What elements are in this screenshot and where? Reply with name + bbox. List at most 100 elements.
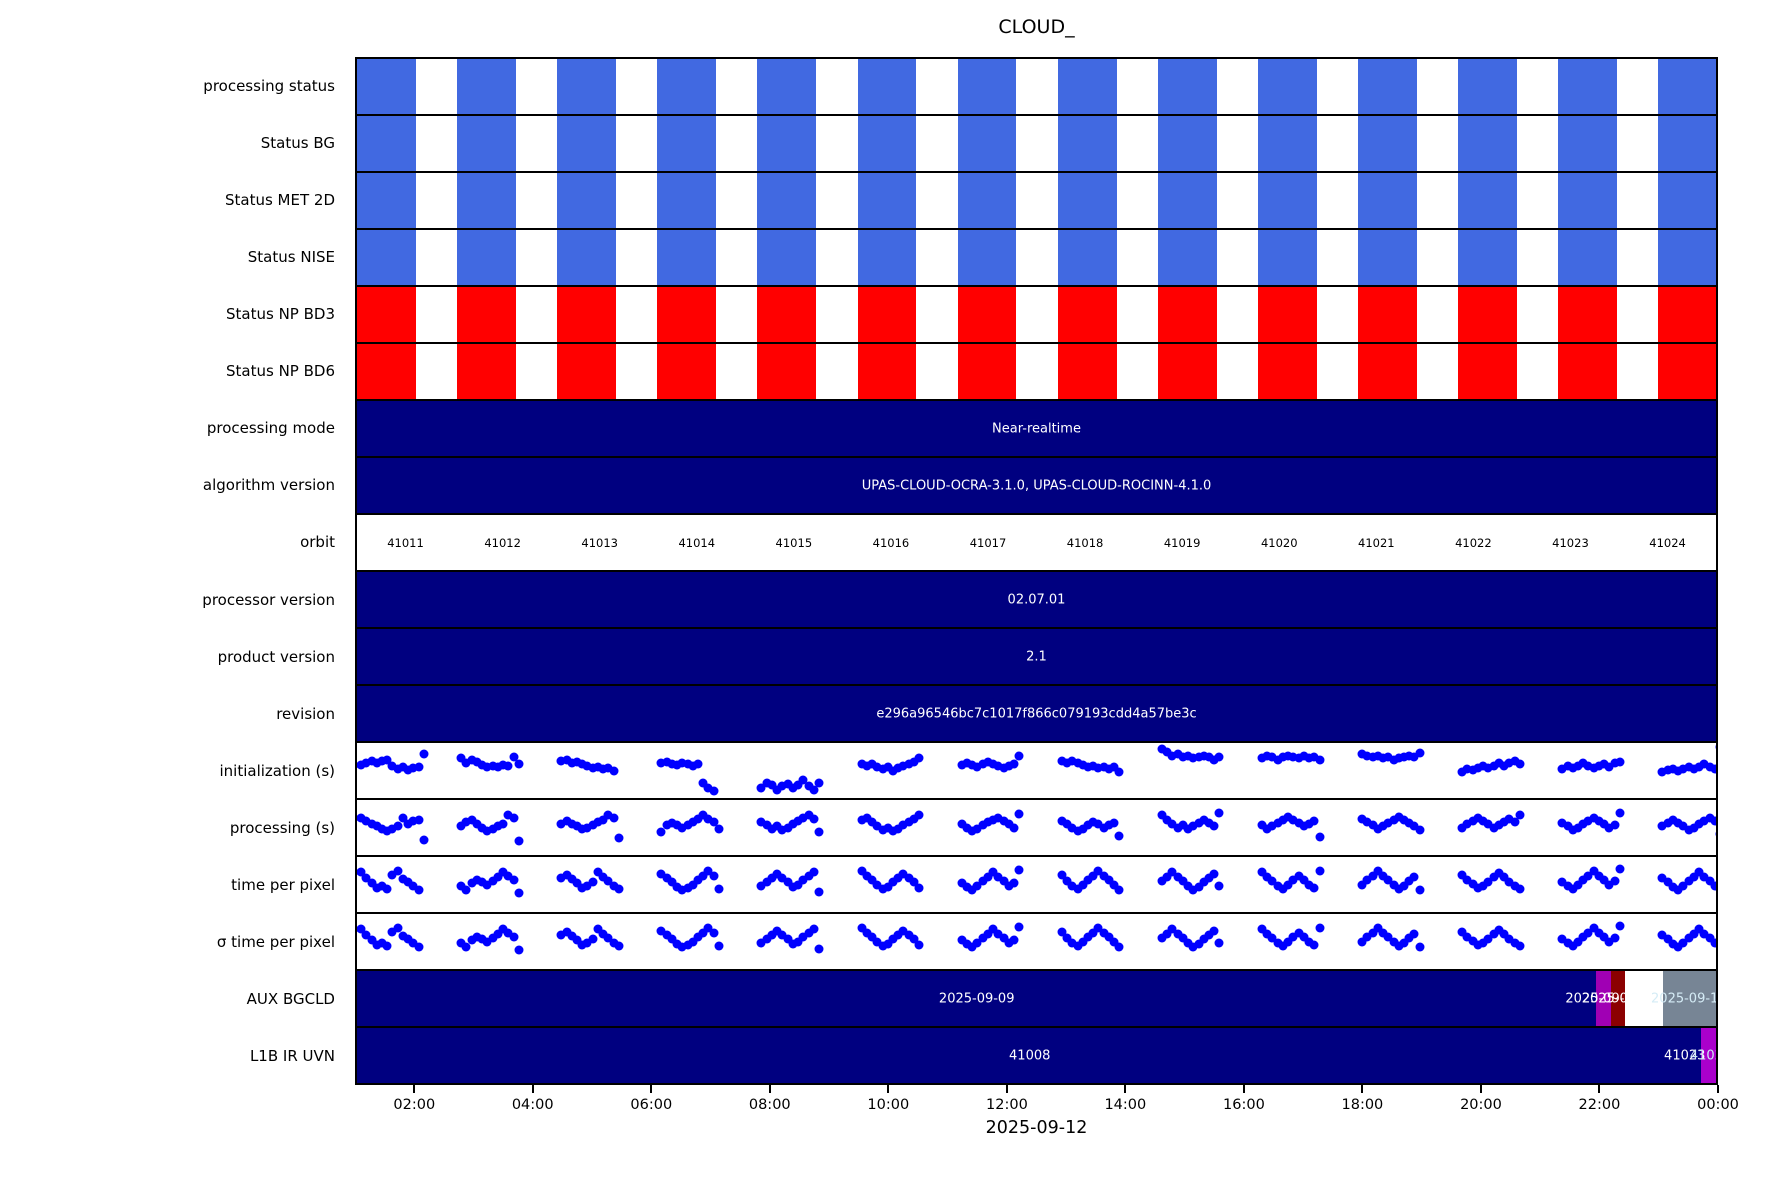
scatter-dot [1604,937,1614,946]
scatter-dot [1663,877,1673,887]
scatter-dot [1615,864,1625,874]
scatter-dot [709,817,719,827]
status-bar [1157,59,1217,114]
scatter-dot [667,934,677,944]
row-scatter [357,800,1716,857]
scatter-dot [1214,808,1224,818]
scatter-dot [477,760,487,770]
scatter-dot [983,929,993,939]
scatter-dot [588,877,598,887]
scatter-dot [588,763,598,773]
scatter-dot [898,926,908,935]
scatter-dot [1594,928,1604,938]
status-bar [957,173,1017,228]
scatter-dot [1104,932,1114,942]
row-scatter [357,914,1716,971]
row-labels-column: processing status Status BG Status MET 2D S… [0,57,345,1085]
scatter-dot [1104,820,1114,830]
scatter-dot [1589,923,1599,933]
scatter-dot [1483,934,1493,944]
scatter-dot [1694,867,1704,877]
scatter-dot [878,941,888,951]
scatter-dot [1504,934,1514,944]
scatter-dot [867,759,877,769]
scatter-dot [878,825,888,835]
scatter-dot [382,826,392,836]
scatter-dot [467,878,477,888]
scatter-dot [793,937,803,946]
scatter-dot [909,757,919,767]
scatter-dot [1409,821,1419,831]
scatter-dot [656,827,666,837]
scatter-dot [1078,937,1088,946]
scatter-dot [683,759,693,769]
scatter-dot [1715,883,1716,893]
scatter-dot [609,881,619,891]
scatter-dot [914,753,924,763]
status-bar [1658,230,1716,285]
scatter-dot [1194,882,1204,892]
status-bar [457,59,516,114]
scatter-dot [408,816,418,826]
scatter-dot [598,764,608,774]
segment-label: 41024 [1689,1048,1716,1063]
scatter-dot [1209,926,1219,935]
scatter-dot [777,781,787,791]
scatter-dot [1415,885,1425,895]
scatter-dot [1684,825,1694,835]
scatter-dot [1615,808,1625,818]
scatter-dot [367,756,377,766]
scatter-dot [372,758,382,768]
scatter-dot [1373,751,1383,761]
scatter-dot [767,873,777,883]
scatter-dot [772,785,782,795]
scatter-dot [1699,872,1709,882]
row-label: orbit [300,533,335,552]
scatter-dot [862,871,872,881]
scatter-dot [1194,939,1204,949]
scatter-dot [372,940,382,950]
scatter-dot [1267,933,1277,943]
scatter-dot [1689,872,1699,882]
status-bar [1358,173,1417,228]
scatter-dot [962,939,972,949]
scatter-dot [1204,930,1214,940]
scatter-dot [1104,875,1114,885]
scatter-dot [1109,880,1119,889]
scatter-dot [709,871,719,881]
scatter-dot [408,763,418,773]
scatter-dot [1557,818,1567,828]
scatter-dot [1157,744,1167,753]
scatter-dot [467,815,477,825]
status-bar [557,344,617,399]
scatter-dot [904,930,914,940]
scatter-dot [804,810,814,820]
scatter-dot [872,762,882,772]
scatter-dot [662,930,672,940]
scatter-dot [809,924,819,934]
segment-label: 2025-09-02 [1581,991,1658,1006]
scatter-dot [777,873,787,883]
scatter-dot [1383,875,1393,885]
scatter-dot [1199,877,1209,887]
segment-label: 2025-09-09 [938,991,1015,1006]
scatter-dot [1199,751,1209,761]
row-solid: UPAS-CLOUD-OCRA-3.1.0, UPAS-CLOUD-ROCINN… [357,458,1716,515]
orbit-cell: 41022 [1455,535,1492,550]
scatter-dot [1568,941,1578,951]
status-bar [1658,59,1716,114]
status-bar [457,116,516,171]
scatter-dot [1705,813,1715,823]
orbit-cell: 41014 [678,535,716,550]
scatter-dot [1462,875,1472,885]
scatter-dot [1483,819,1493,829]
scatter-dot [567,931,577,941]
status-bar [357,344,416,399]
scatter-dot [988,815,998,825]
scatter-dot [1073,826,1082,836]
scatter-dot [387,761,397,771]
scatter-dot [672,820,682,830]
status-bar [1458,230,1517,285]
scatter-dot [509,752,518,762]
scatter-dot [514,759,524,769]
